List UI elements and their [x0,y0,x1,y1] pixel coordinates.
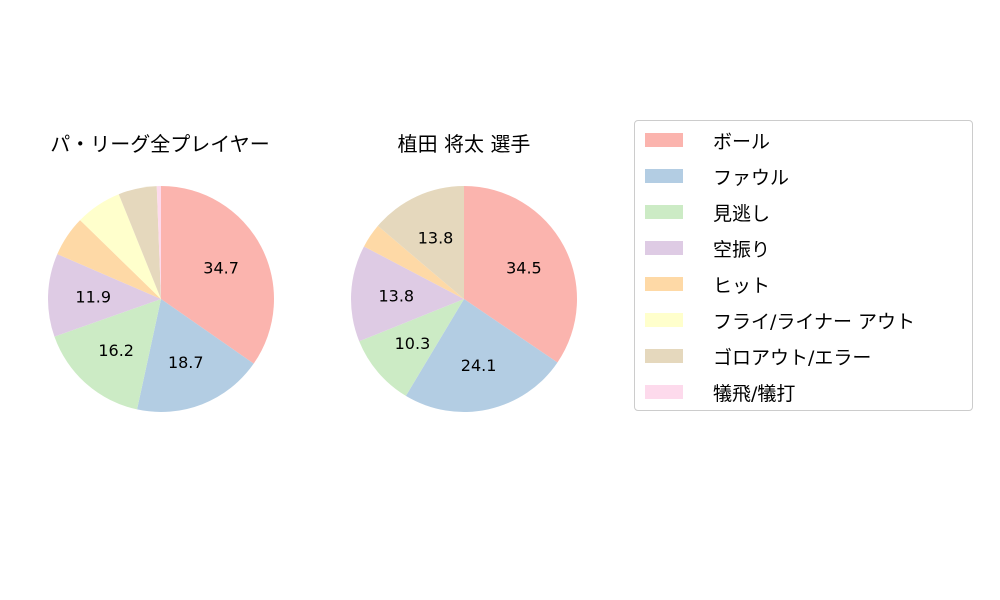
legend-label: 見逃し [713,202,771,225]
legend-label: 犠飛/犠打 [713,382,796,405]
legend-swatch [645,205,683,219]
legend-item: ゴロアウト/エラー [645,346,871,369]
legend-item: フライ/ライナー アウト [645,310,915,333]
slice-label: 18.7 [168,353,204,372]
legend-item: ボール [645,130,770,153]
legend-swatch [645,349,683,363]
legend-swatch [645,241,683,255]
pie-slice [351,246,464,342]
legend-label: ヒット [713,274,771,297]
pie-slice [359,299,464,396]
pie-slice [54,299,161,410]
pie-slice [156,186,161,299]
legend-item: 見逃し [645,202,770,225]
legend-label: ゴロアウト/エラー [713,346,872,369]
pie-slice [363,225,464,299]
legend-label: ファウル [713,166,790,189]
pie-slice [377,186,464,299]
slice-label: 34.5 [506,258,542,277]
legend: ボールファウル見逃し空振りヒットフライ/ライナー アウト ゴロアウト/エラー 犠飛/… [634,120,973,411]
legend-item: ヒット [645,274,770,297]
legend-swatch [645,313,683,327]
pie-slice [161,186,274,364]
pie-title-league: パ・リーグ全プレイヤー [50,132,270,156]
slice-label: 34.7 [203,259,239,278]
slice-label: 10.3 [395,334,431,353]
legend-item: 犠飛/犠打 [645,382,795,405]
slice-label: 16.2 [98,341,134,360]
pie-slice [57,220,161,299]
legend-swatch [645,277,683,291]
pie-slice [118,186,161,299]
slice-label: 11.9 [75,288,111,307]
slice-label: 24.1 [461,356,497,375]
pie-slice [405,299,558,412]
pie-title-player: 植田 将太 選手 [397,132,531,156]
pie-slice [80,194,161,299]
legend-swatch [645,385,683,399]
slice-label: 13.8 [418,228,454,247]
legend-label: ボール [713,130,771,153]
legend-item: ファウル [645,166,789,189]
pie-slice [137,299,254,412]
legend-label: フライ/ライナー アウト [713,310,916,333]
legend-label: 空振り [713,238,771,261]
legend-swatch [645,169,683,183]
pie-slice [464,186,577,363]
legend-item: 空振り [645,238,770,261]
slice-label: 13.8 [378,287,414,306]
legend-swatch [645,133,683,147]
pie-slice [47,254,161,337]
